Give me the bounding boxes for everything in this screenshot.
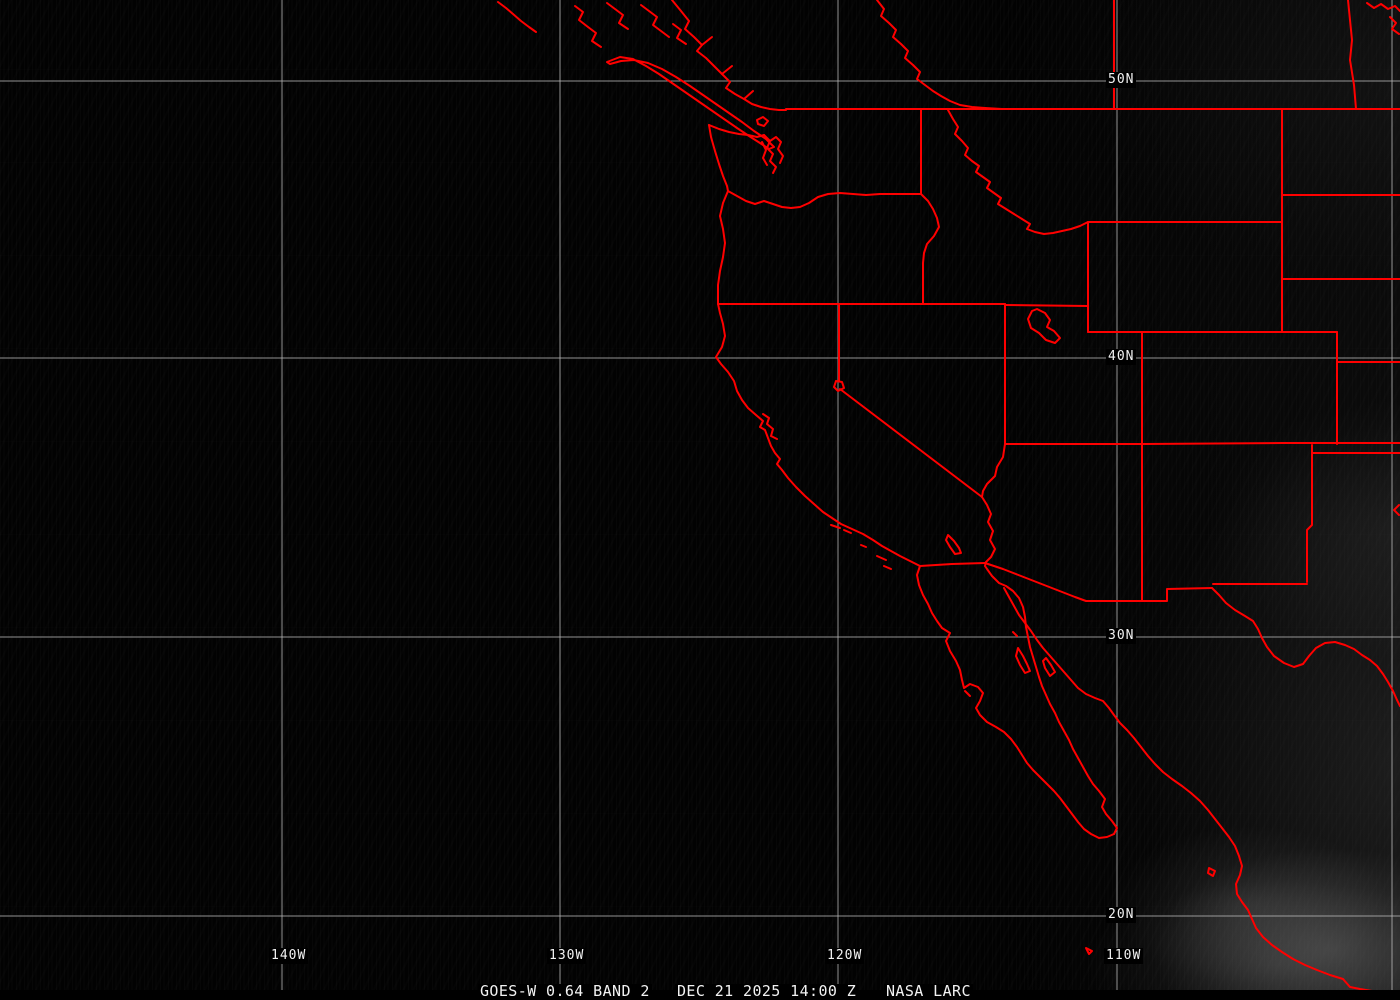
washington-coast: [708, 124, 729, 192]
bc-fjord-2: [721, 65, 733, 75]
caption-credit: NASA LARC: [884, 982, 973, 1000]
ut-north-border: [1004, 304, 1089, 307]
isla-tiburon: [1042, 657, 1056, 677]
juan-de-fuca-south-shore: [708, 124, 765, 138]
grid-label-40N: 40N: [1106, 349, 1137, 365]
border-37n: [1004, 442, 1400, 445]
isla-socorro: [1085, 947, 1093, 955]
san-clemente-island: [883, 565, 892, 570]
or-id-border: [920, 193, 940, 305]
haida-gwaii-islands: [497, 1, 537, 33]
channel-island-1: [830, 524, 841, 529]
nv-az-colorado-river: [981, 443, 1006, 498]
wa-or-border: [727, 190, 922, 209]
nm-tx-east-103w: [1306, 444, 1313, 583]
sk-mb-border: [1347, 0, 1357, 110]
caption-product: GOES-W 0.64 BAND 2: [478, 982, 652, 1000]
baja-pacific-coast: [916, 565, 1115, 839]
san-francisco-bay: [762, 413, 778, 440]
tx-100w-jog: [1393, 504, 1400, 516]
bc-fjord-3: [743, 90, 754, 100]
rio-grande: [1211, 587, 1400, 707]
id-mt-border: [947, 109, 1089, 235]
vancouver-island: [606, 56, 775, 150]
bc-fjord-1: [701, 36, 713, 46]
hood-canal: [761, 141, 768, 166]
isla-angel-de-la-guarda: [1015, 647, 1031, 674]
manitoba-lakes-1: [1366, 2, 1400, 12]
santa-catalina-island: [876, 555, 887, 561]
california-coast: [715, 303, 921, 567]
ca-nv-diagonal: [839, 388, 983, 498]
lake-tahoe: [833, 380, 845, 392]
baja-gulf-coast: [984, 565, 1118, 835]
grid-label-30N: 30N: [1106, 628, 1137, 644]
grid-label-140W: 140W: [269, 948, 309, 964]
sonora-sinaloa-coast: [1003, 587, 1400, 993]
bc-mainland-coast: [671, 0, 787, 111]
bc-ab-border: [876, 0, 1003, 110]
san-juan-islands: [756, 116, 769, 127]
bc-archipelago-3: [640, 4, 670, 38]
isla-cedros: [964, 690, 971, 697]
us-mexico-border-ca: [919, 562, 986, 567]
great-salt-lake: [1027, 308, 1061, 344]
puget-sound-2: [769, 136, 784, 164]
oregon-coast: [717, 190, 729, 305]
channel-island-3: [860, 544, 867, 548]
geopolitical-outlines: [497, 0, 1400, 993]
us-mexico-border-az-nm: [984, 562, 1213, 602]
bc-archipelago-1: [574, 5, 602, 48]
islas-marias: [1207, 867, 1216, 877]
grid-label-120W: 120W: [825, 948, 865, 964]
ca-az-colorado-river: [981, 496, 996, 567]
gulf-islet: [1012, 631, 1018, 637]
grid-label-110W: 110W: [1104, 948, 1144, 964]
caption-datetime: DEC 21 2025 14:00 Z: [675, 982, 859, 1000]
manitoba-lakes-2: [1389, 16, 1400, 35]
bc-archipelago-4: [672, 23, 687, 45]
channel-island-2: [843, 529, 852, 534]
grid-label-50N: 50N: [1106, 72, 1137, 88]
bc-archipelago-2: [606, 2, 629, 30]
grid-label-20N: 20N: [1106, 907, 1137, 923]
salton-sea: [945, 534, 962, 555]
grid-label-130W: 130W: [547, 948, 587, 964]
